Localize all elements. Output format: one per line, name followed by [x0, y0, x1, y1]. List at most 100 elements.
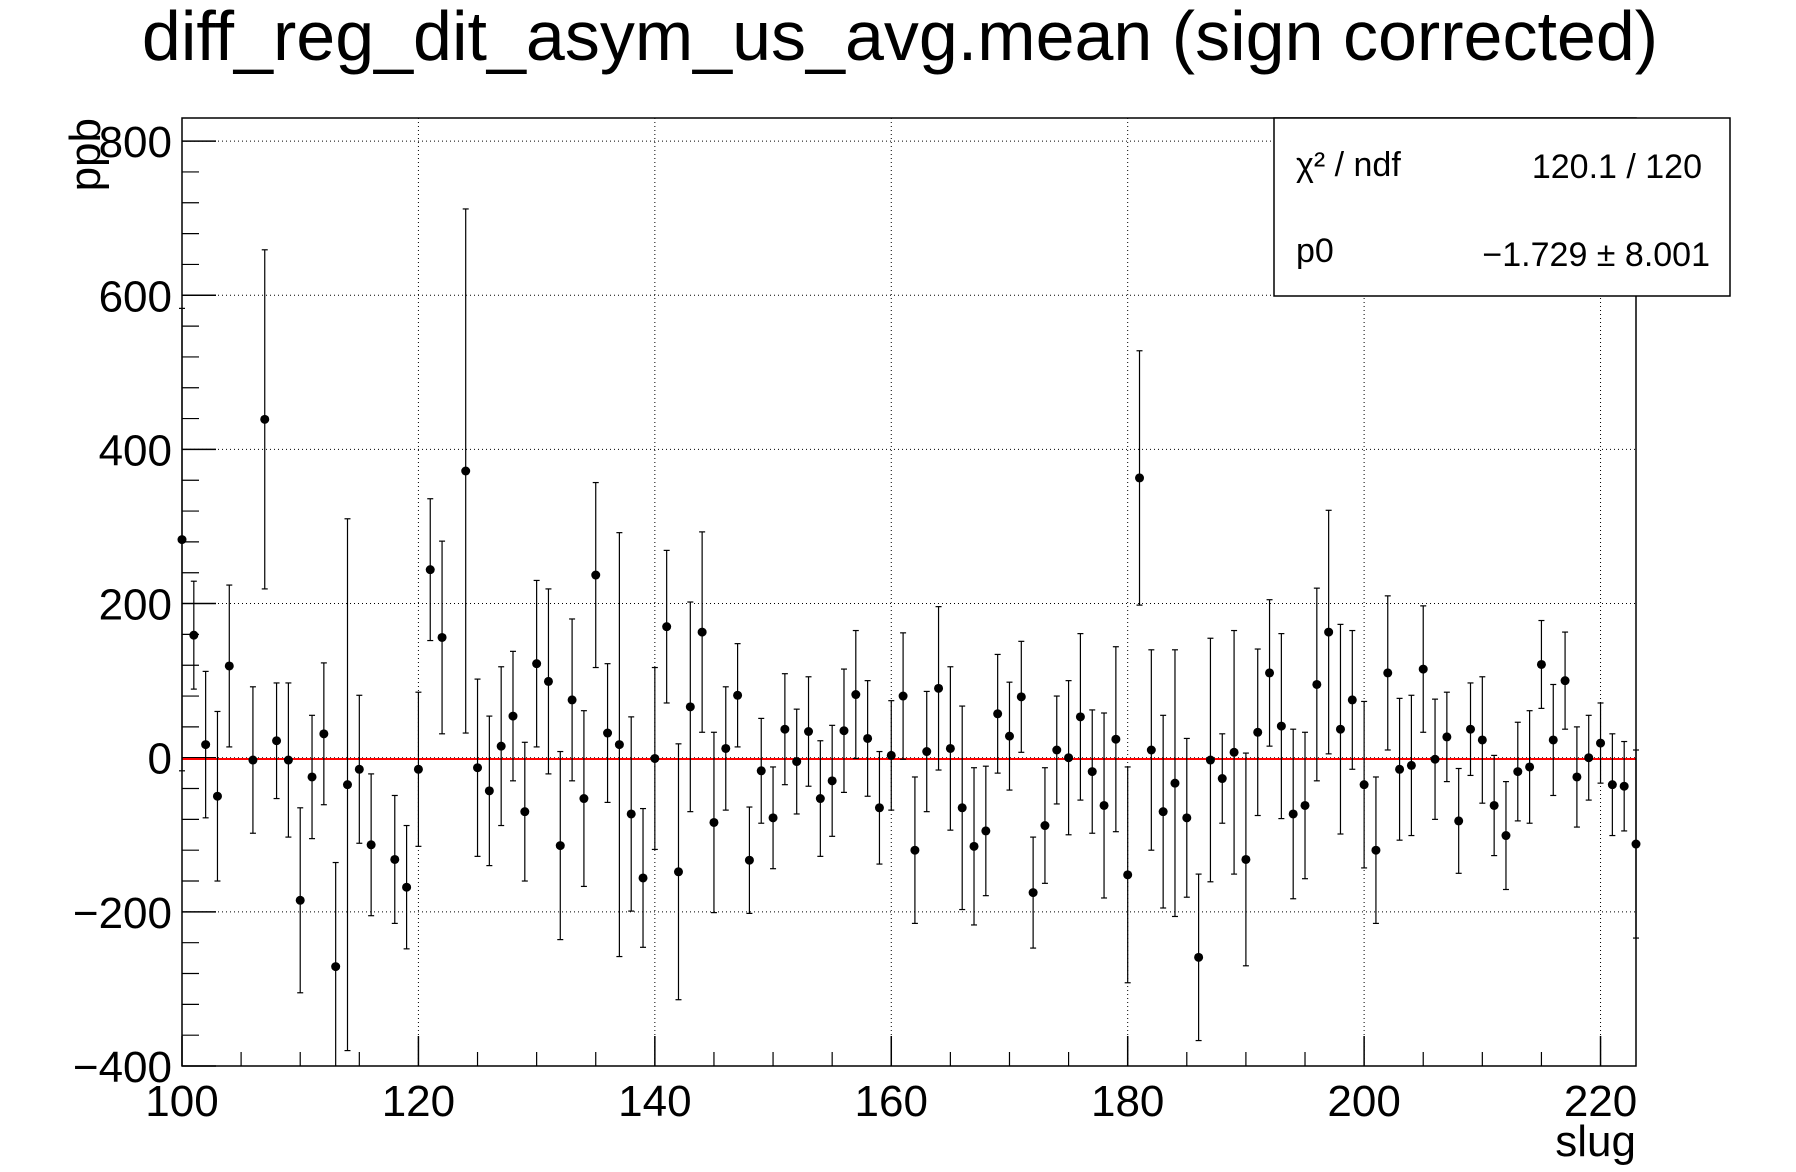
point-marker — [1052, 745, 1062, 755]
data-point — [1454, 767, 1464, 874]
point-marker — [1123, 870, 1133, 880]
data-point — [603, 663, 613, 804]
data-point — [1052, 695, 1062, 805]
data-point — [1194, 873, 1204, 1042]
data-point — [1406, 694, 1416, 837]
point-marker — [366, 840, 376, 850]
data-point — [1548, 683, 1558, 797]
point-marker — [993, 709, 1003, 719]
data-point — [934, 606, 944, 771]
point-marker — [744, 855, 754, 865]
point-marker — [1182, 813, 1192, 823]
x-tick-label: 120 — [382, 1077, 455, 1126]
point-marker — [981, 826, 991, 836]
data-point — [804, 676, 814, 787]
data-point — [260, 249, 270, 590]
point-marker — [886, 750, 896, 760]
point-marker — [461, 466, 471, 476]
data-point — [543, 588, 553, 775]
data-point — [1064, 680, 1074, 836]
point-marker — [1040, 821, 1050, 831]
point-marker — [532, 659, 542, 669]
point-marker — [496, 741, 506, 751]
point-marker — [1241, 854, 1251, 864]
point-marker — [1406, 760, 1416, 770]
point-marker — [283, 755, 293, 765]
point-marker — [863, 733, 873, 743]
data-point — [567, 618, 577, 782]
data-point — [189, 580, 199, 690]
point-marker — [1489, 800, 1499, 810]
point-marker — [1560, 676, 1570, 686]
point-marker — [685, 702, 695, 712]
data-point — [1146, 649, 1156, 851]
point-marker — [1146, 745, 1156, 755]
point-marker — [1194, 952, 1204, 962]
x-tick-label: 180 — [1091, 1077, 1164, 1126]
stats-chi2-value: 120.1 / 120 — [1532, 148, 1702, 186]
point-marker — [1217, 774, 1227, 784]
point-marker — [307, 772, 317, 782]
data-point — [1607, 733, 1617, 837]
data-point — [579, 710, 589, 888]
data-point — [1241, 752, 1251, 967]
point-marker — [733, 690, 743, 700]
point-marker — [224, 661, 234, 671]
data-point — [969, 767, 979, 926]
y-tick-label: 600 — [99, 272, 172, 321]
data-point — [1596, 702, 1606, 784]
data-point — [851, 629, 861, 760]
data-point — [1371, 776, 1381, 925]
point-marker — [1099, 800, 1109, 810]
point-marker — [1430, 754, 1440, 764]
data-point — [626, 716, 636, 912]
data-point — [733, 643, 743, 748]
point-marker — [1442, 732, 1452, 742]
data-point — [1430, 698, 1440, 820]
data-point — [614, 532, 624, 958]
point-marker — [1064, 753, 1074, 763]
point-marker — [638, 873, 648, 883]
data-point — [957, 705, 967, 911]
data-point — [1016, 640, 1026, 753]
data-point — [1111, 646, 1121, 833]
point-marker — [1229, 747, 1239, 757]
data-point — [1288, 728, 1298, 900]
point-marker — [402, 882, 412, 892]
data-point — [898, 632, 908, 760]
point-marker — [804, 727, 814, 737]
point-marker — [626, 809, 636, 819]
data-point — [993, 653, 1003, 774]
data-point — [709, 731, 719, 914]
point-marker — [212, 791, 222, 801]
point-marker — [1075, 712, 1085, 722]
point-marker — [520, 807, 530, 817]
point-marker — [201, 740, 211, 750]
data-point — [1087, 709, 1097, 834]
point-marker — [1454, 816, 1464, 826]
point-marker — [721, 743, 731, 753]
data-point — [295, 807, 305, 994]
point-marker — [910, 845, 920, 855]
data-point — [1383, 595, 1393, 751]
data-point — [827, 724, 837, 837]
point-marker — [508, 711, 518, 721]
x-axis-ticks: 100 120 140 160 180 200 220 — [145, 1036, 1637, 1126]
y-tick-label: 200 — [99, 581, 172, 630]
data-point — [922, 690, 932, 813]
data-point — [331, 861, 341, 1066]
data-point — [768, 766, 778, 870]
data-point — [1501, 780, 1511, 891]
data-point — [756, 717, 766, 824]
data-point — [272, 682, 282, 800]
y-tick-label: −200 — [73, 889, 172, 938]
point-marker — [1501, 831, 1511, 841]
point-marker — [1312, 679, 1322, 689]
point-marker — [354, 764, 364, 774]
data-point — [1584, 714, 1594, 801]
data-point — [721, 686, 731, 811]
point-marker — [922, 747, 932, 757]
point-marker — [957, 803, 967, 813]
data-point — [1205, 637, 1215, 883]
data-point — [283, 682, 293, 838]
